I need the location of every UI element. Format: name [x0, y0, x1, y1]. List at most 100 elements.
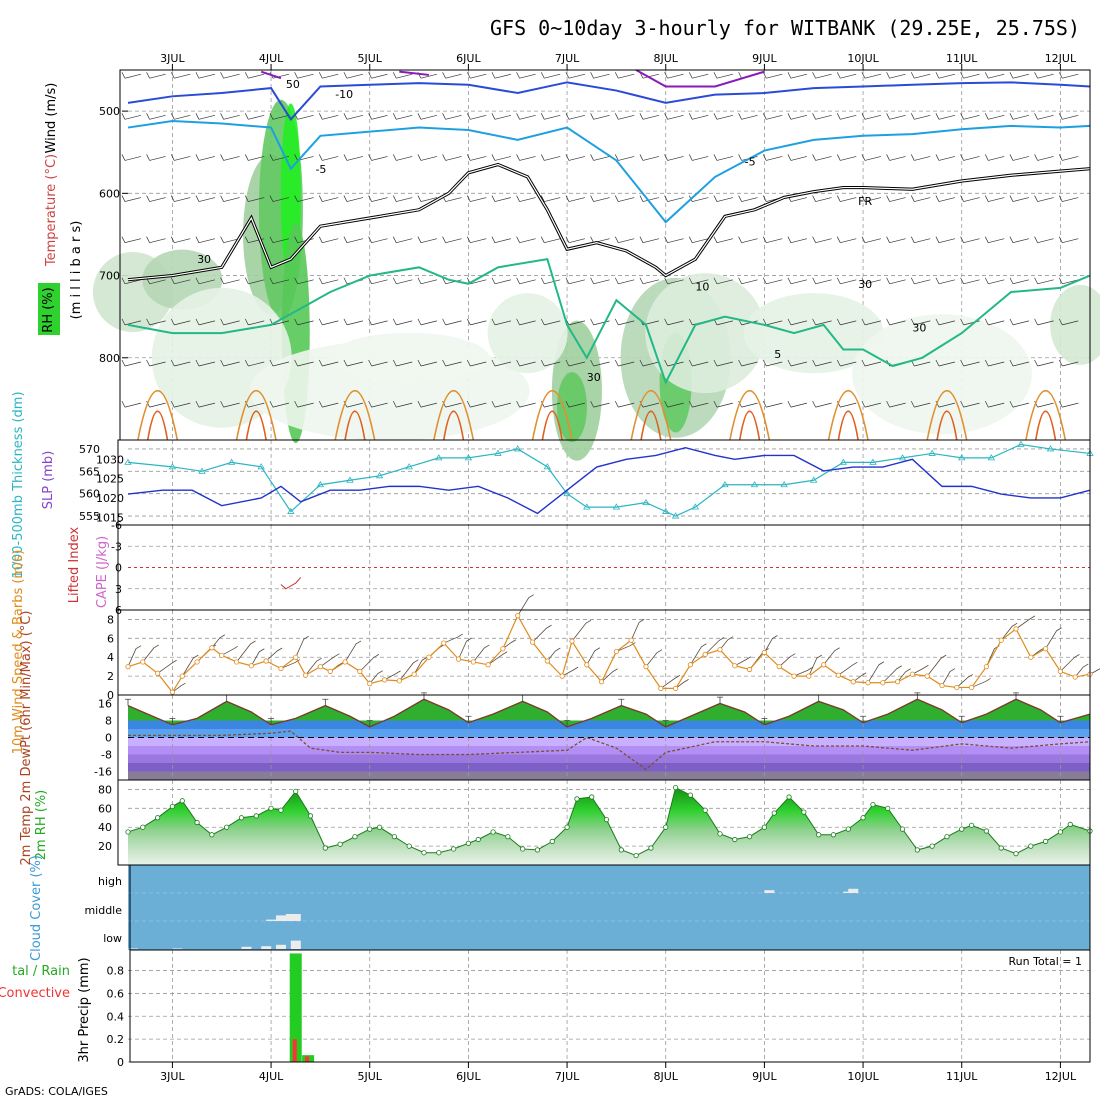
- wind-barb: [244, 154, 265, 161]
- temp-band: [128, 763, 1090, 772]
- x-tick-label-bottom: 9JUL: [752, 1070, 777, 1083]
- wind-barb: [886, 400, 906, 408]
- rh-point: [465, 840, 471, 846]
- wind-barb: [220, 195, 240, 202]
- wind-barb: [886, 72, 906, 79]
- wind-barb: [719, 636, 734, 650]
- wind-barb: [664, 236, 684, 244]
- wind-barb: [220, 318, 240, 326]
- wind-barb: [195, 236, 216, 244]
- wind-barb: [1058, 400, 1079, 408]
- rh-point: [1057, 829, 1064, 835]
- rh-point: [672, 784, 679, 791]
- wind-barb: [1009, 400, 1030, 408]
- wind-barb: [590, 359, 610, 367]
- wind-barb: [910, 154, 931, 161]
- wind-barb: [181, 654, 199, 677]
- rh-point: [209, 832, 215, 838]
- y-tick-label: 6: [107, 632, 114, 645]
- x-tick-label-bottom: 11JUL: [946, 1070, 978, 1083]
- wind-barb: [532, 624, 552, 643]
- wind-barb: [244, 236, 265, 244]
- temp-minmax-bar: [564, 720, 571, 727]
- rh-point: [816, 832, 822, 838]
- wind-barb: [762, 277, 783, 285]
- wind-barb: [540, 154, 561, 161]
- isotherm-warm: [729, 390, 771, 441]
- wind-barb: [852, 672, 867, 683]
- x-tick-label-bottom: 6JUL: [456, 1070, 481, 1083]
- wind-barb: [265, 647, 283, 662]
- wind-barb: [1058, 195, 1079, 202]
- wind-barb: [294, 400, 314, 408]
- wind-barb: [443, 633, 463, 644]
- y-axis-label-wind: Wind (m/s): [44, 83, 59, 154]
- cloud-bar: [276, 915, 286, 921]
- isotherm-warm: [235, 390, 277, 441]
- temp-minmax-bar: [125, 698, 131, 706]
- wind-barb: [565, 195, 586, 202]
- rh-point: [914, 847, 920, 853]
- wind-barb: [195, 318, 216, 326]
- isotherm-hot: [245, 410, 267, 441]
- wind-barb: [466, 236, 487, 244]
- wind-barb: [417, 113, 438, 120]
- wind-speed-point: [155, 670, 161, 676]
- y-axis-label-lifted-index: Lifted Index: [67, 526, 82, 603]
- wind-barb: [220, 277, 240, 285]
- wind-speed-point: [628, 637, 634, 643]
- wind-speed-point: [327, 668, 333, 674]
- wind-barb: [1009, 318, 1030, 326]
- x-tick-label-top: 3JUL: [160, 52, 185, 65]
- wind-barb: [146, 236, 166, 244]
- wind-barb: [318, 236, 339, 244]
- isotherm-warm: [334, 390, 376, 441]
- rh-point: [959, 826, 965, 832]
- y-tick-label: 560: [79, 488, 100, 501]
- cloud-bar: [290, 914, 301, 921]
- y-axis-label-precip: 3hr Precip (mm): [77, 957, 92, 1062]
- wind-barb: [645, 649, 663, 667]
- thickness-point: [780, 480, 788, 488]
- wind-speed-point: [998, 637, 1004, 643]
- wind-barb: [984, 400, 1005, 408]
- wind-barb: [836, 359, 857, 367]
- contour-label: -5: [315, 163, 326, 176]
- isotherm-hot: [640, 410, 662, 441]
- wind-speed-point: [411, 671, 417, 677]
- wind-barb: [886, 318, 906, 326]
- wind-barb: [343, 113, 364, 120]
- rh-point: [549, 838, 555, 844]
- wind-barb: [392, 318, 413, 326]
- x-tick-label-top: 12JUL: [1045, 52, 1077, 65]
- cloud-bar: [128, 948, 138, 949]
- contour-label: -10: [335, 88, 353, 101]
- cloud-bar: [241, 946, 252, 949]
- legend-convective: Convective: [0, 986, 70, 1001]
- rh-point: [761, 824, 768, 830]
- wind-speed-point: [278, 665, 284, 672]
- wind-speed-point: [529, 639, 536, 645]
- wind-barb: [359, 654, 380, 672]
- wind-barb: [664, 154, 684, 161]
- rh-point: [421, 850, 427, 856]
- wind-speed-point: [746, 666, 753, 673]
- wind-barb: [614, 195, 635, 202]
- wind-barb: [836, 277, 857, 285]
- wind-barb: [984, 72, 1005, 79]
- wind-speed-point: [140, 659, 146, 665]
- wind-barb: [960, 195, 980, 202]
- rh-point: [505, 834, 511, 840]
- wind-barb: [1045, 627, 1062, 649]
- wind-speed-point: [924, 673, 930, 679]
- x-tick-label-top: 5JUL: [358, 52, 383, 65]
- wind-barb: [639, 359, 660, 367]
- wind-barb: [121, 72, 142, 79]
- wind-barb: [762, 113, 783, 120]
- isotherm-hot: [442, 410, 465, 441]
- wind-speed-point: [658, 685, 664, 691]
- rh-point: [307, 813, 314, 819]
- wind-barb: [1034, 318, 1054, 326]
- rh-point: [238, 815, 245, 821]
- wind-barb: [861, 72, 882, 79]
